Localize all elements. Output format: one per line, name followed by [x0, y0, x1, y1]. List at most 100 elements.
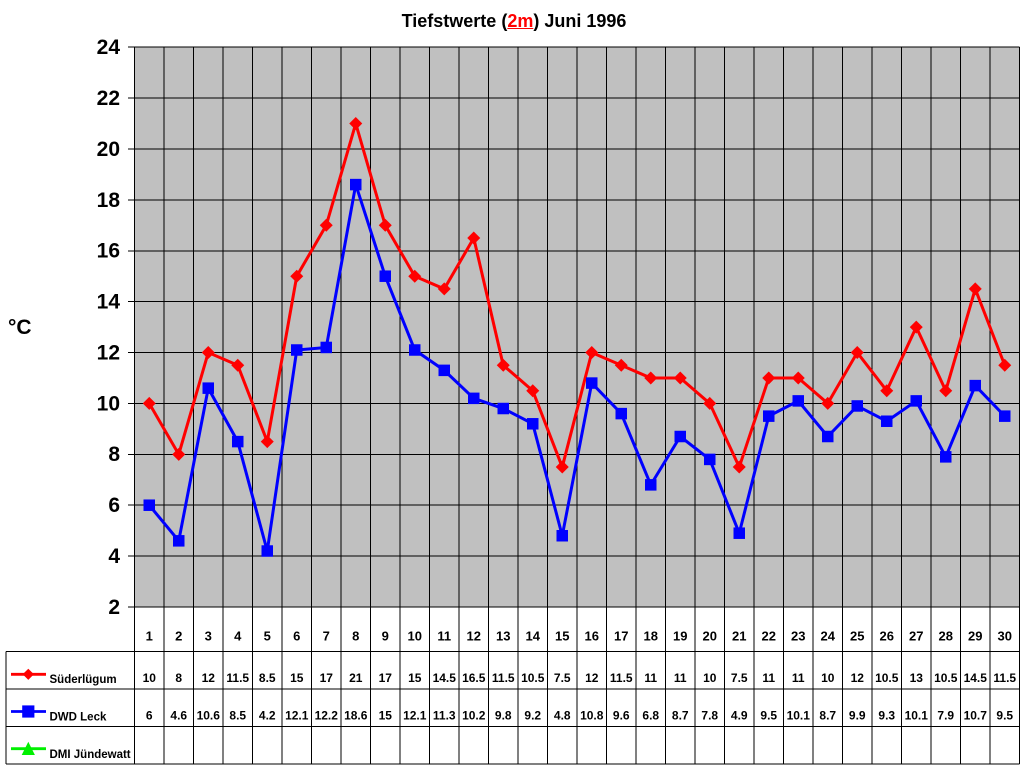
svg-text:17: 17 [379, 671, 393, 685]
svg-text:Süderlügum: Süderlügum [50, 674, 117, 686]
svg-text:29: 29 [968, 629, 982, 644]
svg-text:7.9: 7.9 [937, 709, 954, 723]
svg-text:12: 12 [851, 671, 865, 685]
svg-text:18: 18 [97, 189, 121, 212]
svg-text:8.7: 8.7 [672, 709, 689, 723]
svg-text:6: 6 [108, 494, 120, 517]
svg-text:25: 25 [850, 629, 864, 644]
svg-text:22: 22 [762, 629, 776, 644]
svg-text:12: 12 [467, 629, 481, 644]
svg-text:15: 15 [379, 709, 393, 723]
svg-text:10: 10 [97, 392, 120, 415]
svg-text:DWD Leck: DWD Leck [50, 712, 107, 724]
svg-text:11.5: 11.5 [226, 671, 249, 685]
svg-text:4.2: 4.2 [259, 709, 276, 723]
svg-text:4.8: 4.8 [554, 709, 571, 723]
svg-text:21: 21 [732, 629, 746, 644]
svg-text:7.8: 7.8 [701, 709, 718, 723]
svg-text:12: 12 [97, 341, 120, 364]
svg-text:11: 11 [674, 671, 687, 685]
svg-text:3: 3 [205, 629, 212, 644]
svg-text:24: 24 [821, 629, 836, 644]
svg-text:6: 6 [293, 629, 300, 644]
svg-text:6.8: 6.8 [642, 709, 659, 723]
svg-text:11: 11 [437, 629, 451, 644]
svg-text:9.8: 9.8 [495, 709, 512, 723]
svg-text:°C: °C [8, 316, 32, 339]
svg-text:10.8: 10.8 [580, 709, 604, 723]
svg-text:2: 2 [108, 596, 120, 619]
svg-text:7.5: 7.5 [731, 671, 748, 685]
svg-text:30: 30 [998, 629, 1012, 644]
svg-text:24: 24 [97, 36, 121, 59]
svg-text:2: 2 [175, 629, 182, 644]
svg-text:16.5: 16.5 [462, 671, 486, 685]
svg-text:10: 10 [703, 671, 717, 685]
svg-text:12: 12 [585, 671, 599, 685]
svg-text:9.9: 9.9 [849, 709, 866, 723]
svg-text:8.5: 8.5 [229, 709, 246, 723]
svg-text:18: 18 [644, 629, 658, 644]
svg-text:10.5: 10.5 [875, 671, 899, 685]
svg-text:9.3: 9.3 [878, 709, 895, 723]
svg-text:10: 10 [143, 671, 157, 685]
svg-text:9.2: 9.2 [524, 709, 541, 723]
svg-text:16: 16 [585, 629, 599, 644]
svg-text:11.3: 11.3 [433, 709, 456, 723]
svg-text:14.5: 14.5 [964, 671, 988, 685]
svg-text:8: 8 [175, 671, 182, 685]
svg-text:8.7: 8.7 [819, 709, 836, 723]
svg-text:14: 14 [526, 629, 541, 644]
svg-text:9.5: 9.5 [996, 709, 1013, 723]
svg-text:10.5: 10.5 [934, 671, 958, 685]
svg-text:15: 15 [555, 629, 569, 644]
svg-text:9.5: 9.5 [760, 709, 777, 723]
svg-text:13: 13 [496, 629, 510, 644]
svg-text:12.1: 12.1 [403, 709, 427, 723]
svg-text:17: 17 [320, 671, 334, 685]
svg-text:6: 6 [146, 709, 153, 723]
svg-text:18.6: 18.6 [344, 709, 368, 723]
svg-text:1: 1 [146, 629, 153, 644]
svg-text:10.1: 10.1 [787, 709, 811, 723]
svg-text:16: 16 [97, 240, 120, 263]
svg-text:11: 11 [762, 671, 775, 685]
svg-text:8: 8 [108, 443, 120, 466]
svg-text:20: 20 [703, 629, 717, 644]
svg-text:4: 4 [108, 545, 120, 568]
svg-text:9: 9 [382, 629, 389, 644]
svg-text:13: 13 [910, 671, 924, 685]
svg-text:12: 12 [202, 671, 216, 685]
svg-text:28: 28 [939, 629, 953, 644]
svg-text:14.5: 14.5 [433, 671, 457, 685]
svg-text:21: 21 [349, 671, 363, 685]
svg-text:15: 15 [290, 671, 304, 685]
svg-text:17: 17 [614, 629, 628, 644]
svg-text:11.5: 11.5 [610, 671, 633, 685]
svg-text:5: 5 [264, 629, 271, 644]
svg-text:4: 4 [234, 629, 242, 644]
svg-text:11.5: 11.5 [492, 671, 515, 685]
svg-text:20: 20 [97, 138, 120, 161]
svg-text:22: 22 [97, 87, 120, 110]
svg-text:10: 10 [408, 629, 422, 644]
svg-text:8.5: 8.5 [259, 671, 276, 685]
svg-text:7.5: 7.5 [554, 671, 571, 685]
svg-text:12.1: 12.1 [285, 709, 309, 723]
svg-text:19: 19 [673, 629, 687, 644]
svg-text:9.6: 9.6 [613, 709, 630, 723]
svg-text:11.5: 11.5 [993, 671, 1016, 685]
svg-text:4.9: 4.9 [731, 709, 748, 723]
svg-text:15: 15 [408, 671, 422, 685]
svg-text:11: 11 [644, 671, 657, 685]
svg-text:23: 23 [791, 629, 805, 644]
svg-text:10.2: 10.2 [462, 709, 486, 723]
svg-text:14: 14 [97, 291, 121, 314]
svg-text:DMI Jündewatt: DMI Jündewatt [50, 749, 131, 761]
svg-text:11: 11 [792, 671, 805, 685]
svg-text:12.2: 12.2 [315, 709, 339, 723]
svg-text:27: 27 [909, 629, 923, 644]
svg-text:7: 7 [323, 629, 330, 644]
svg-text:10.5: 10.5 [521, 671, 545, 685]
svg-text:26: 26 [880, 629, 894, 644]
